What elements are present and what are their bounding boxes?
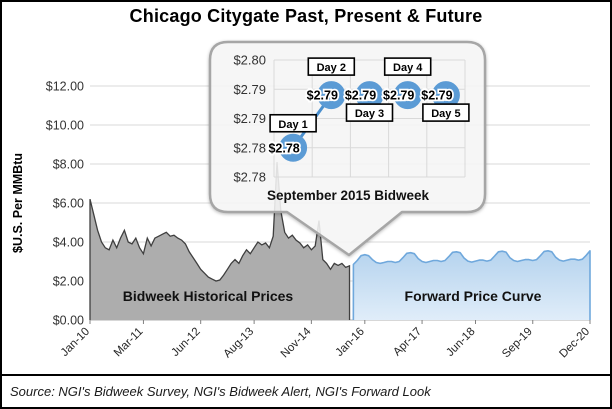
historical-area bbox=[90, 162, 350, 320]
day-label-box bbox=[307, 57, 356, 76]
bidweek-value-label: $2.79 bbox=[345, 89, 376, 103]
x-tick-label: Dec-20 bbox=[557, 326, 592, 361]
bidweek-value-label: $2.79 bbox=[421, 89, 452, 103]
day-label-box bbox=[269, 113, 317, 133]
mini-y-tick-label: $2.78 bbox=[233, 140, 266, 155]
day-label: Day 5 bbox=[431, 108, 460, 120]
x-tick-label: Aug-13 bbox=[222, 326, 257, 361]
chart-title: Chicago Citygate Past, Present & Future bbox=[129, 6, 483, 26]
price-chart: Bidweek Historical Prices Forward Price … bbox=[11, 40, 592, 360]
y-tick-label: $6.00 bbox=[53, 197, 84, 211]
forward-line bbox=[352, 250, 591, 321]
chart-area: Chicago Citygate Past, Present & Future … bbox=[2, 2, 610, 374]
forward-area bbox=[353, 250, 590, 320]
x-tick-label: Sep-19 bbox=[500, 326, 535, 361]
y-tick-label: $10.00 bbox=[46, 119, 84, 133]
callout-caption: September 2015 Bidweek bbox=[267, 188, 430, 203]
x-tick-label: Jan-16 bbox=[334, 326, 367, 359]
y-tick-label: $4.00 bbox=[53, 236, 84, 250]
y-tick-label: $0.00 bbox=[53, 314, 84, 328]
historical-line bbox=[89, 162, 351, 321]
x-tick-label: Nov-14 bbox=[279, 325, 314, 360]
y-axis-title: $U.S. Per MMBtu bbox=[11, 153, 25, 253]
x-tick-label: Apr-17 bbox=[391, 326, 424, 359]
mini-y-tick-label: $2.79 bbox=[233, 111, 266, 126]
bidweek-value-label: $2.79 bbox=[307, 89, 338, 103]
historical-series-label: Bidweek Historical Prices bbox=[123, 288, 294, 304]
x-tick-label: Jan-10 bbox=[59, 326, 92, 359]
forward-series-label: Forward Price Curve bbox=[405, 288, 542, 304]
y-tick-label: $8.00 bbox=[53, 158, 84, 172]
x-tick-label: Jun-18 bbox=[444, 326, 477, 359]
y-tick-label: $2.00 bbox=[53, 275, 84, 289]
mini-y-tick-label: $2.78 bbox=[233, 170, 266, 185]
bidweek-day-marker bbox=[317, 81, 346, 110]
day-label: Day 2 bbox=[317, 62, 346, 74]
bidweek-value-label: $2.79 bbox=[383, 89, 414, 103]
y-axis-ticks: $12.00 $10.00 $8.00 $6.00 $4.00 $2.00 $0.00 bbox=[46, 80, 84, 328]
series-areas bbox=[89, 162, 591, 321]
day-label-box bbox=[345, 103, 394, 122]
day-label-box bbox=[422, 103, 470, 122]
day-label: Day 4 bbox=[393, 62, 423, 74]
day-label: Day 3 bbox=[355, 108, 384, 120]
bidweek-day-marker bbox=[393, 81, 422, 110]
bidweek-value-label: $2.78 bbox=[268, 141, 299, 155]
mini-y-tick-label: $2.80 bbox=[233, 53, 266, 68]
x-tick-label: Mar-11 bbox=[112, 326, 146, 360]
y-tick-label: $12.00 bbox=[46, 80, 84, 94]
source-caption: Source: NGI's Bidweek Survey, NGI's Bidw… bbox=[10, 384, 431, 399]
day-label-box bbox=[383, 57, 432, 76]
x-axis-ticks: Jan-10 Mar-11 Jun-12 Aug-13 Nov-14 Jan-16 Apr-… bbox=[59, 320, 592, 360]
x-tick-label: Jun-12 bbox=[169, 326, 202, 359]
day-label: Day 1 bbox=[278, 119, 307, 131]
mini-y-tick-label: $2.79 bbox=[233, 82, 266, 97]
bidweek-day-marker bbox=[279, 133, 308, 162]
source-bar: Source: NGI's Bidweek Survey, NGI's Bidw… bbox=[2, 374, 610, 407]
